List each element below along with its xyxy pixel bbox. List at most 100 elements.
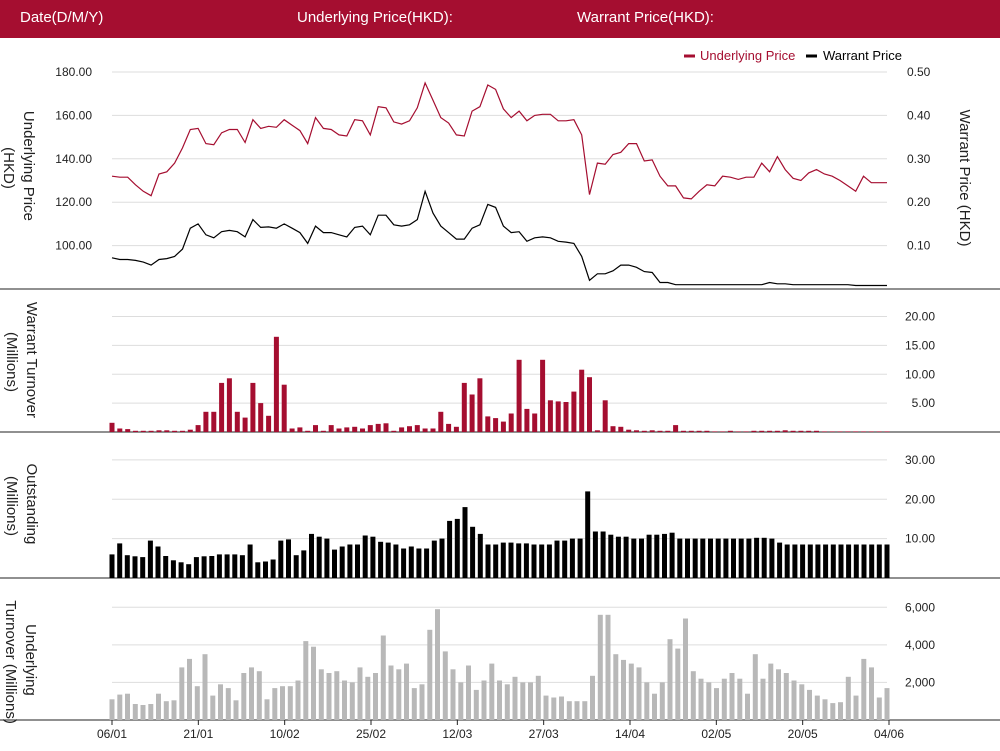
outstanding-bar [393, 544, 399, 578]
underlying-turnover-bar [737, 678, 743, 720]
warrant-turnover-bar [469, 394, 475, 432]
warrant-turnover-bar [273, 336, 279, 433]
warrant-turnover-bar [821, 431, 827, 432]
warrant-turnover-bar [266, 415, 272, 432]
warrant-turnover-bar [446, 423, 452, 432]
warrant-turnover-bar [508, 413, 514, 432]
underlying-turnover-bar [512, 676, 518, 720]
underlying-turnover-bar [380, 635, 386, 720]
outstanding-bar [500, 542, 506, 578]
x-tick-label: 25/02 [356, 727, 386, 741]
underlying-turnover-bar [776, 669, 781, 720]
underlying-turnover-bar [621, 659, 626, 720]
warrant-turnover-bar [156, 430, 162, 432]
header-bar: Date(D/M/Y) Underlying Price(HKD): Warra… [0, 0, 1000, 38]
warrant-turnover-bar [594, 430, 600, 432]
warrant-turnover-bar [320, 430, 326, 432]
underlying-turnover-bar [652, 693, 657, 720]
x-tick-label: 04/06 [874, 727, 904, 741]
outstanding-bar [378, 541, 384, 578]
underlying-turnover-bar [869, 667, 874, 720]
underlying-turnover-bar [752, 654, 758, 720]
warrant-turnover-axis-title-line1: Warrant Turnover [23, 302, 40, 418]
warrant-turnover-bar [414, 425, 420, 432]
outstanding-bar [355, 544, 360, 578]
underlying-turnover-bar [543, 695, 549, 720]
outstanding-bar [439, 538, 445, 578]
outstanding-bar [216, 554, 222, 578]
outstanding-bar [592, 531, 598, 578]
warrant-turnover-bar [829, 431, 835, 432]
outstanding-bar [823, 544, 829, 578]
underlying-turnover-bar [497, 680, 502, 720]
outstanding-bar [270, 559, 276, 578]
underlying-turnover-bar [388, 665, 394, 720]
underlying-turnover-bar [411, 688, 417, 720]
warrant-turnover-bar [258, 403, 264, 432]
y-tick-label-right: 0.50 [907, 65, 931, 79]
warrant-turnover-bar [219, 382, 225, 432]
underlying-turnover-bar [109, 699, 115, 720]
underlying-turnover-bar [241, 673, 247, 720]
outstanding-bar [623, 536, 629, 578]
outstanding-bar [132, 556, 138, 578]
outstanding-bar [539, 544, 545, 578]
underlying-turnover-bar [582, 701, 588, 720]
x-tick-label: 10/02 [270, 727, 300, 741]
underlying-turnover-bar [489, 663, 495, 720]
warrant-turnover-bar [344, 427, 350, 432]
outstanding-bar [884, 544, 890, 578]
outstanding-bar [424, 548, 430, 578]
outstanding-bar [508, 542, 514, 578]
outstanding-bar [178, 562, 184, 579]
warrant-turnover-bar [774, 430, 780, 432]
warrant-turnover-bar [313, 425, 318, 432]
warrant-price-label: Warrant Price(HKD): [577, 9, 714, 26]
outstanding-bar [577, 538, 583, 578]
outstanding-bar [416, 548, 422, 578]
outstanding-bar [263, 561, 268, 578]
y-tick-label: 20.00 [905, 310, 935, 324]
underlying-turnover-bar [272, 688, 278, 720]
x-tick-label: 02/05 [701, 727, 731, 741]
outstanding-bar [140, 557, 146, 578]
outstanding-bar [723, 538, 729, 578]
warrant-turnover-bar [634, 430, 639, 432]
underlying-turnover-bar [334, 671, 340, 720]
underlying-turnover-bar [574, 701, 580, 720]
warrant-turnover-bar [735, 431, 741, 432]
outstanding-bar [170, 560, 176, 578]
warrant-turnover-bar [164, 430, 170, 432]
warrant-turnover-bar [681, 430, 686, 432]
underlying-turnover-bar [814, 695, 820, 720]
outstanding-bar [746, 538, 752, 578]
x-tick-label: 14/04 [615, 727, 645, 741]
underlying-turnover-bar [202, 654, 208, 720]
outstanding-bar [431, 540, 437, 578]
underlying-price-axis-title-line2: (HKD) [0, 147, 17, 189]
underlying-turnover-bar [233, 700, 239, 720]
underlying-turnover-bar [419, 684, 425, 720]
warrant-turnover-bar [853, 431, 859, 432]
underlying-turnover-bar [636, 667, 642, 720]
underlying-turnover-bar [822, 699, 828, 720]
underlying-price-axis-title: Underlying Price (HKD) [0, 111, 37, 225]
outstanding-bar [193, 557, 199, 578]
legend-warrant-label: Warrant Price [823, 48, 902, 63]
y-tick-label: 10.00 [905, 367, 935, 381]
outstanding-bar [531, 544, 537, 578]
outstanding-bar [761, 537, 767, 578]
outstanding-bar [554, 540, 560, 578]
underlying-turnover-bar [365, 676, 371, 720]
outstanding-bar [301, 550, 307, 578]
underlying-turnover-bar [535, 675, 541, 720]
outstanding-bar [332, 549, 337, 578]
underlying-turnover-bar [187, 658, 192, 720]
outstanding-bar [485, 544, 491, 578]
warrant-turnover-bar [790, 430, 796, 432]
warrant-turnover-bar [759, 430, 765, 432]
warrant-turnover-bar [234, 411, 240, 432]
warrant-turnover-bar [375, 423, 381, 432]
underlying-turnover-bar [590, 675, 595, 720]
underlying-turnover-bar [295, 680, 301, 720]
